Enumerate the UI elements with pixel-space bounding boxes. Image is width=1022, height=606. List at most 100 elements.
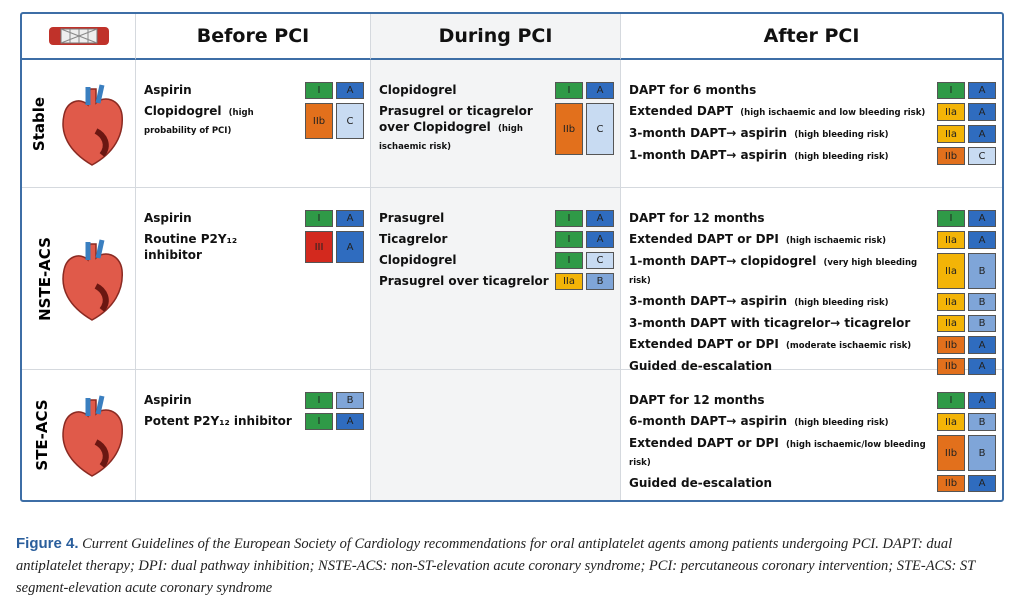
- badges: IIb A: [937, 475, 996, 492]
- recommendation: 3-month DAPT with ticagrelor→ ticagrelor…: [629, 315, 996, 332]
- drug: 6-month DAPT→ aspirin: [629, 414, 788, 428]
- class-badge: I: [305, 392, 333, 409]
- note: (high bleeding risk): [794, 298, 889, 308]
- cell: Clopidogrel I A Prasugrel or ticagrelor ove…: [371, 60, 621, 188]
- corner-icon: [22, 14, 136, 60]
- guideline-table: Before PCI During PCI After PCI Stable Aspir…: [20, 12, 1004, 502]
- recommendation: Guided de-escalation IIb A: [629, 475, 996, 492]
- level-badge: A: [336, 231, 364, 263]
- badges: IIb B: [937, 435, 996, 471]
- cell: DAPT for 12 months I A 6-month DAPT→ aspiri…: [621, 370, 1002, 500]
- class-badge: IIa: [937, 231, 965, 249]
- class-badge: I: [555, 82, 583, 99]
- drug-text: DAPT for 6 months: [629, 82, 931, 99]
- drug: Extended DAPT: [629, 104, 734, 118]
- recommendation: 3-month DAPT→ aspirin (high bleeding ris…: [629, 293, 996, 311]
- level-badge: A: [586, 82, 614, 99]
- row-label: Stable: [29, 96, 48, 151]
- drug: Clopidogrel: [144, 104, 222, 118]
- class-badge: IIa: [937, 315, 965, 332]
- level-badge: A: [968, 358, 996, 375]
- drug: Ticagrelor: [379, 232, 448, 246]
- recommendation: DAPT for 12 months I A: [629, 210, 996, 227]
- drug-text: Extended DAPT or DPI (moderate ischaemic…: [629, 336, 931, 354]
- recommendation: DAPT for 6 months I A: [629, 82, 996, 99]
- note: (high ischaemic/low bleeding risk): [629, 440, 926, 468]
- recommendation: Aspirin I B: [144, 392, 364, 409]
- badges: IIa A: [937, 103, 996, 121]
- level-badge: B: [968, 293, 996, 311]
- recommendation: 6-month DAPT→ aspirin (high bleeding ris…: [629, 413, 996, 431]
- class-badge: I: [555, 210, 583, 227]
- class-badge: IIb: [555, 103, 583, 155]
- level-badge: A: [968, 125, 996, 143]
- column-header: After PCI: [621, 14, 1002, 60]
- drug-text: Aspirin: [144, 210, 299, 227]
- class-badge: IIa: [937, 103, 965, 121]
- class-badge: I: [305, 210, 333, 227]
- drug-text: Extended DAPT or DPI (high ischaemic/low…: [629, 435, 931, 471]
- level-badge: C: [586, 252, 614, 269]
- recommendation: Prasugrel I A: [379, 210, 614, 227]
- level-badge: C: [336, 103, 364, 139]
- drug-text: 3-month DAPT→ aspirin (high bleeding ris…: [629, 125, 931, 143]
- recommendation: Clopidogrel (high probability of PCI) IIb…: [144, 103, 364, 139]
- level-badge: A: [968, 82, 996, 99]
- drug: Extended DAPT or DPI: [629, 232, 779, 246]
- column-header: Before PCI: [136, 14, 371, 60]
- drug-text: Prasugrel over ticagrelor: [379, 273, 549, 290]
- cell: Prasugrel I A Ticagrelor I A Clopidogrel I C Pras…: [371, 188, 621, 370]
- recommendation: 1-month DAPT→ aspirin (high bleeding ris…: [629, 147, 996, 165]
- badges: IIa B: [937, 413, 996, 431]
- note: (high ischaemic and low bleeding risk): [740, 108, 926, 118]
- badges: IIa B: [937, 253, 996, 289]
- recommendation: Aspirin I A: [144, 82, 364, 99]
- drug-text: Ticagrelor: [379, 231, 549, 248]
- note: (moderate ischaemic risk): [786, 341, 912, 351]
- recommendation: Clopidogrel I C: [379, 252, 614, 269]
- drug: Extended DAPT or DPI: [629, 337, 779, 351]
- recommendation: Routine P2Y₁₂ inhibitor III A: [144, 231, 364, 263]
- level-badge: A: [968, 336, 996, 354]
- cell: DAPT for 6 months I A Extended DAPT (high i…: [621, 60, 1002, 188]
- level-badge: A: [968, 392, 996, 409]
- drug: Prasugrel: [379, 211, 445, 225]
- badges: IIb C: [555, 103, 614, 155]
- level-badge: A: [586, 231, 614, 248]
- note: (high bleeding risk): [794, 418, 889, 428]
- recommendation: Guided de-escalation IIb A: [629, 358, 996, 375]
- badges: IIb A: [937, 336, 996, 354]
- class-badge: I: [937, 210, 965, 227]
- caption-label: Figure 4.: [16, 535, 79, 552]
- row-label-cell: STE-ACS: [22, 370, 136, 500]
- drug-text: Potent P2Y₁₂ inhibitor: [144, 413, 299, 430]
- class-badge: IIb: [937, 358, 965, 375]
- note: (high bleeding risk): [794, 152, 889, 162]
- class-badge: IIa: [937, 125, 965, 143]
- drug-text: Clopidogrel: [379, 252, 549, 269]
- drug: Guided de-escalation: [629, 359, 773, 373]
- class-badge: I: [555, 231, 583, 248]
- note: (high ischaemic risk): [786, 236, 886, 246]
- cell: [371, 370, 621, 500]
- badges: IIa B: [937, 315, 996, 332]
- drug-text: 3-month DAPT→ aspirin (high bleeding ris…: [629, 293, 931, 311]
- recommendation: 1-month DAPT→ clopidogrel (very high ble…: [629, 253, 996, 289]
- cell: Aspirin I A Routine P2Y₁₂ inhibitor III A: [136, 188, 371, 370]
- level-badge: B: [968, 413, 996, 431]
- drug-text: 1-month DAPT→ aspirin (high bleeding ris…: [629, 147, 931, 165]
- drug: Aspirin: [144, 211, 192, 225]
- recommendation: Extended DAPT or DPI (moderate ischaemic…: [629, 336, 996, 354]
- recommendation: Ticagrelor I A: [379, 231, 614, 248]
- drug: Clopidogrel: [379, 253, 457, 267]
- note: (high probability of PCI): [144, 108, 254, 136]
- recommendation: Aspirin I A: [144, 210, 364, 227]
- level-badge: A: [968, 231, 996, 249]
- level-badge: B: [968, 253, 996, 289]
